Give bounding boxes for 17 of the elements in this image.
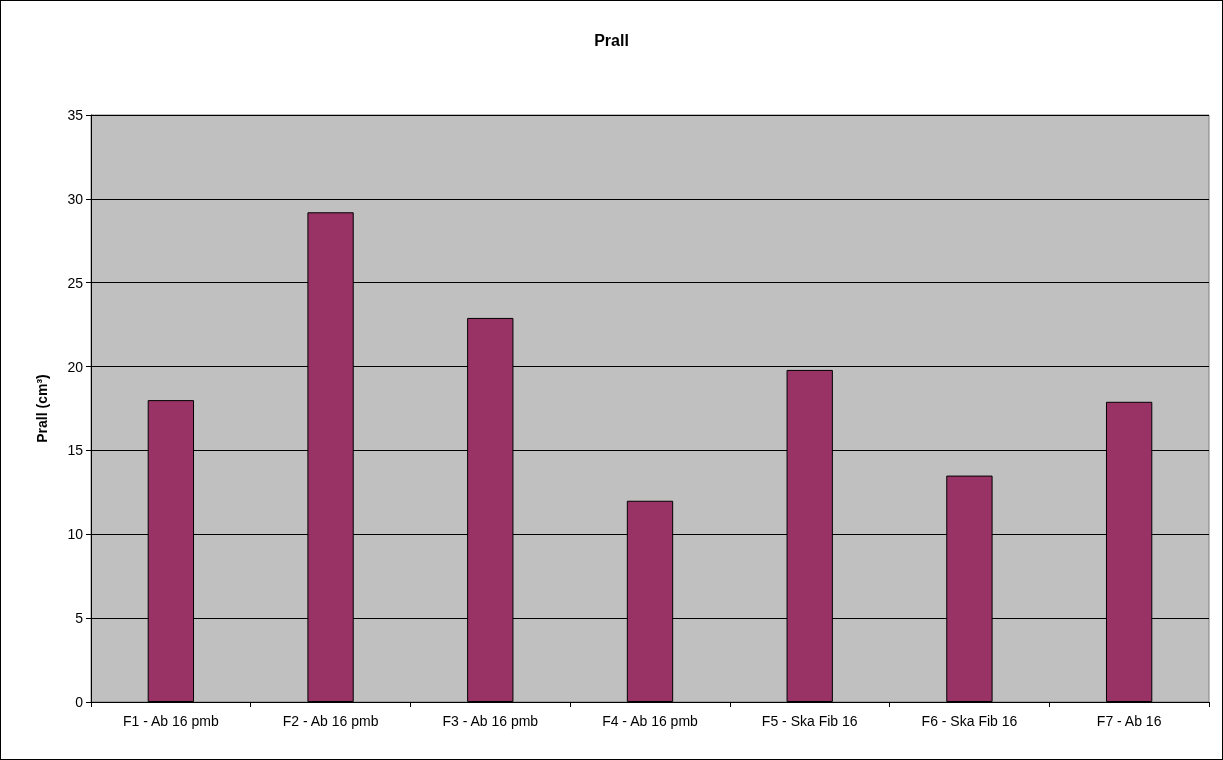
y-tick-label: 5	[75, 610, 84, 627]
x-tick-label: F6 - Ska Fib 16	[921, 713, 1018, 729]
y-tick-label: 20	[67, 358, 84, 375]
y-tick-label: 25	[67, 274, 84, 291]
x-tick-label: F5 - Ska Fib 16	[761, 713, 858, 729]
y-axis-title: Prall (cm³)	[34, 374, 50, 443]
x-tick-label: F3 - Ab 16 pmb	[442, 713, 539, 729]
chart-title: Prall	[594, 31, 629, 49]
y-tick-label: 10	[67, 526, 84, 543]
y-tick-label: 30	[67, 190, 84, 207]
y-tick-label: 15	[67, 442, 84, 459]
x-tick-label: F7 - Ab 16	[1096, 713, 1162, 729]
x-tick-label: F2 - Ab 16 pmb	[282, 713, 379, 729]
y-tick-label: 35	[67, 107, 84, 123]
x-tick-label: F1 - Ab 16 pmb	[123, 713, 219, 729]
x-tick-label: F4 - Ab 16 pmb	[602, 713, 699, 729]
y-tick-label: 0	[75, 694, 84, 710]
